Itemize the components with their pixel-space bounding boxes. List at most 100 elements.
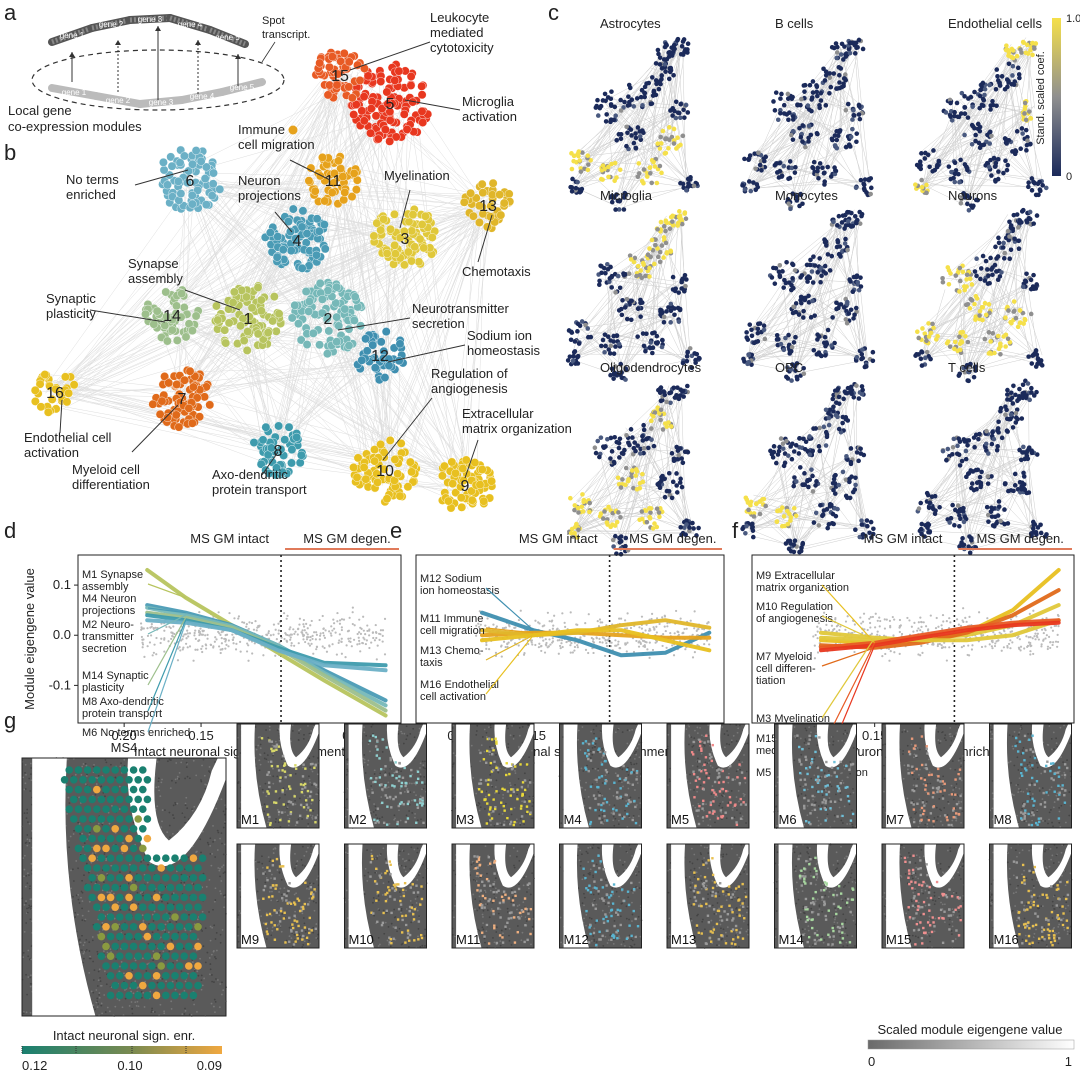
- mini-node: [668, 320, 673, 325]
- mini-node: [629, 97, 635, 102]
- mini-node: [835, 238, 840, 243]
- mini-node: [971, 203, 976, 209]
- mini-node: [629, 468, 635, 473]
- mini-node: [810, 298, 815, 304]
- mini-node: [566, 328, 572, 333]
- mini-node: [987, 350, 993, 355]
- mini-node: [984, 267, 990, 272]
- node-module-10: [393, 469, 403, 479]
- mini-node: [856, 112, 862, 117]
- mini-node: [805, 477, 810, 483]
- edge: [178, 306, 380, 473]
- mini-node: [957, 179, 962, 185]
- mini-node: [751, 534, 756, 540]
- node-module-13: [459, 197, 469, 207]
- mini-node: [595, 97, 600, 103]
- mini-node: [763, 503, 769, 509]
- mini-network-4: [741, 209, 876, 383]
- mini-node: [795, 102, 800, 108]
- node-module-13: [496, 210, 506, 220]
- mini-node: [919, 177, 924, 183]
- mini-node: [809, 467, 814, 472]
- mini-node: [651, 159, 656, 165]
- mini-node: [672, 288, 678, 294]
- mini-node: [840, 469, 846, 475]
- mini-node: [819, 273, 824, 279]
- mini-node: [601, 444, 606, 449]
- mini-node: [571, 353, 576, 359]
- mini-node: [868, 519, 874, 525]
- mini-node: [837, 244, 843, 249]
- edge: [261, 91, 336, 332]
- mini-node: [845, 247, 850, 253]
- mini-node: [799, 273, 805, 278]
- mini-node: [961, 284, 967, 289]
- mini-node: [602, 349, 607, 355]
- mini-node: [918, 166, 924, 172]
- mini-node: [661, 57, 667, 62]
- mini-node: [995, 254, 1001, 259]
- mini-node: [794, 376, 800, 382]
- mini-node: [658, 407, 664, 413]
- node-module-9: [467, 495, 477, 505]
- edge: [153, 57, 341, 316]
- mini-node: [790, 275, 795, 281]
- mini-node: [1026, 184, 1031, 190]
- node-module-12: [357, 355, 367, 365]
- mini-node: [632, 440, 637, 445]
- mini-node: [850, 117, 855, 122]
- mini-node: [1010, 73, 1015, 78]
- node-module-1: [236, 321, 245, 331]
- mini-node: [962, 105, 968, 110]
- mini-node: [607, 351, 613, 356]
- mini-node: [798, 135, 804, 140]
- mini-node: [990, 272, 995, 278]
- mini-node: [1022, 317, 1028, 323]
- node-module-16: [62, 397, 72, 407]
- edge: [341, 70, 385, 98]
- mini-node: [678, 101, 683, 107]
- mini-node: [924, 190, 929, 196]
- mini-node: [1034, 213, 1040, 218]
- node-module-10: [395, 491, 405, 501]
- mini-node: [669, 495, 675, 501]
- mini-node: [927, 164, 932, 170]
- gene-bottom-label: gene 1: [62, 88, 87, 97]
- mini-node: [790, 114, 796, 119]
- gene-bottom-label: gene 4: [190, 92, 215, 101]
- mini-node: [836, 213, 842, 219]
- node-module-4: [288, 204, 298, 214]
- mini-node: [629, 298, 634, 304]
- mini-node: [954, 100, 960, 106]
- mini-node: [753, 166, 758, 171]
- mini-node: [678, 180, 683, 186]
- mini-node: [635, 306, 641, 312]
- mini-node: [870, 358, 876, 364]
- mini-node: [667, 390, 672, 396]
- cell-type-title: B cells: [775, 16, 814, 31]
- module-number-4: 4: [293, 233, 302, 250]
- mini-node: [980, 253, 986, 259]
- mini-node: [957, 265, 963, 271]
- edge: [386, 97, 391, 466]
- mini-node: [999, 74, 1005, 79]
- mini-node: [671, 49, 676, 54]
- mini-node: [1004, 167, 1010, 173]
- mini-node: [943, 110, 949, 115]
- mini-node: [638, 451, 643, 456]
- node-module-9: [448, 479, 458, 489]
- mini-node: [969, 282, 975, 287]
- mini-node: [664, 309, 669, 314]
- mini-node: [793, 164, 798, 170]
- mini-network-3: [565, 209, 702, 382]
- mini-node: [605, 334, 611, 340]
- edge: [61, 89, 331, 385]
- mini-node: [847, 479, 852, 485]
- mini-node: [1026, 354, 1031, 359]
- mini-node: [1017, 308, 1023, 313]
- mini-node: [1018, 146, 1023, 152]
- node-module-1: [247, 303, 257, 313]
- mini-node: [964, 166, 970, 171]
- mini-node: [597, 282, 602, 288]
- mini-node: [749, 333, 755, 339]
